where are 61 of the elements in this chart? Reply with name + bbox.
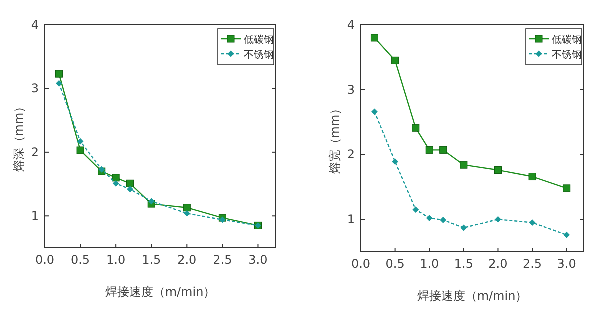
x-tick-label: 0.0 — [35, 253, 55, 267]
y-tick-label: 4 — [31, 18, 39, 32]
y-axis-title: 熔深（mm） — [12, 100, 26, 172]
point — [76, 146, 84, 154]
x-tick-label: 0.5 — [386, 257, 405, 271]
point — [372, 108, 378, 116]
point — [564, 232, 570, 238]
point — [392, 158, 399, 166]
x-axis-title: 焊接速度（m/min） — [105, 285, 216, 299]
point — [112, 174, 120, 182]
x-tick-label: 0.5 — [70, 253, 90, 267]
legend-label: 不锈钢 — [244, 50, 274, 61]
x-tick-label: 3.0 — [557, 257, 576, 271]
x-tick-label: 3.0 — [248, 253, 268, 267]
point — [460, 224, 468, 232]
y-tick-label: 2 — [31, 145, 39, 160]
legend-label: 低碳钢 — [552, 34, 582, 46]
x-axis-title: 焊接速度（m/min） — [417, 289, 528, 303]
point — [563, 184, 571, 192]
y-tick-label: 3 — [347, 82, 355, 97]
y-tick-label: 1 — [31, 209, 39, 224]
y-tick-label: 2 — [347, 148, 355, 162]
y-tick-label: 4 — [347, 18, 355, 32]
point — [392, 56, 400, 64]
x-tick-label: 1.0 — [420, 257, 440, 271]
point — [148, 198, 155, 205]
point — [495, 216, 502, 223]
point — [440, 217, 447, 224]
point — [126, 180, 134, 188]
point — [55, 70, 63, 78]
point — [426, 215, 433, 222]
x-tick-label: 1.5 — [454, 257, 474, 271]
point — [460, 161, 468, 169]
point — [127, 186, 134, 193]
x-tick-label: 2.5 — [213, 253, 232, 267]
y-tick-label: 3 — [31, 82, 39, 96]
y-axis-title: 熔宽（mm） — [328, 102, 342, 174]
point — [494, 166, 502, 174]
point — [370, 34, 378, 42]
point — [412, 206, 420, 214]
point — [219, 216, 226, 224]
legend-label: 不锈钢 — [552, 50, 582, 61]
x-tick-label: 2.0 — [488, 257, 508, 271]
point — [529, 220, 536, 226]
point — [98, 166, 106, 173]
point — [183, 204, 191, 212]
legend-label: 低碳钢 — [244, 34, 274, 46]
point — [56, 80, 62, 87]
x-tick-label: 0.0 — [351, 257, 371, 271]
point — [440, 146, 448, 154]
point — [77, 138, 84, 145]
point — [112, 180, 120, 187]
point — [528, 173, 536, 181]
point — [426, 146, 434, 154]
x-tick-label: 2.0 — [178, 253, 197, 267]
point — [184, 210, 190, 217]
point — [412, 124, 420, 132]
x-tick-label: 1.5 — [142, 253, 162, 267]
x-tick-label: 2.5 — [522, 257, 542, 271]
x-tick-label: 1.0 — [106, 253, 126, 267]
y-tick-label: 1 — [347, 212, 355, 227]
